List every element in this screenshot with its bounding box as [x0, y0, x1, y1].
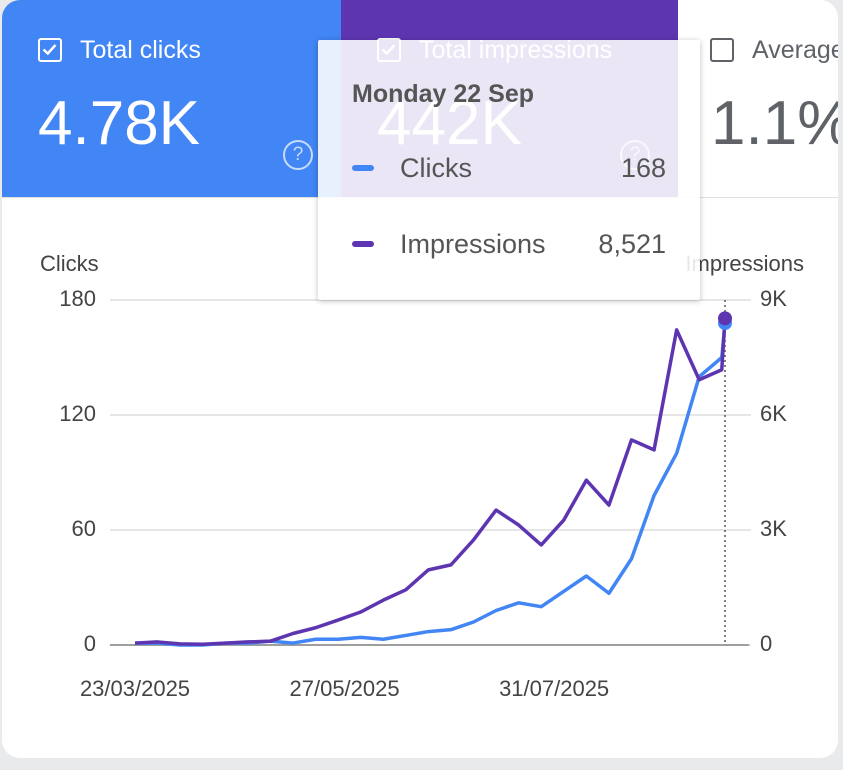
- tooltip-title: Monday 22 Sep: [352, 80, 534, 108]
- tooltip-row: Impressions 8,521: [352, 229, 666, 259]
- metric-label: Average CTR: [752, 36, 838, 64]
- metric-tab[interactable]: Total clicks 4.78K?: [2, 0, 341, 197]
- series-line: [135, 322, 727, 647]
- series-line: [134, 318, 727, 646]
- help-icon[interactable]: ?: [283, 140, 313, 170]
- y2-tick-label: 0: [760, 631, 772, 656]
- metric-tab[interactable]: Average CTR 1.1%: [678, 0, 838, 197]
- x-tick-label: 23/03/2025: [80, 676, 190, 701]
- legend-swatch: [352, 241, 374, 247]
- y-axis-title: Clicks: [40, 251, 99, 276]
- tooltip-value: 168: [620, 153, 666, 183]
- y2-tick-label: 9K: [760, 286, 787, 311]
- metric-label: Total clicks: [80, 36, 201, 64]
- chart: Clicks Impressions 0 60 120 180 0 3K 6K 9K 23/03/2…: [40, 251, 804, 701]
- y-tick-label: 0: [84, 631, 96, 656]
- tooltip: Monday 22 Sep Clicks 168 Impressions 8,521: [318, 40, 700, 300]
- checkbox[interactable]: [38, 38, 62, 62]
- tooltip-row: Clicks 168: [352, 153, 666, 183]
- legend-swatch: [352, 165, 374, 171]
- tooltip-series-name: Clicks: [400, 153, 472, 183]
- metric-value: 4.78K: [38, 89, 201, 158]
- y2-tick-label: 3K: [760, 516, 787, 541]
- hover-point: [718, 311, 732, 326]
- y2-tick-label: 6K: [760, 401, 787, 426]
- y2-axis-title: Impressions: [685, 251, 804, 276]
- tooltip-value: 8,521: [598, 229, 666, 259]
- checkbox[interactable]: [710, 38, 734, 62]
- x-tick-label: 27/05/2025: [290, 676, 400, 701]
- metric-value: 1.1%: [711, 89, 838, 158]
- tooltip-series-name: Impressions: [400, 229, 546, 259]
- check-mark: [42, 44, 57, 56]
- y-tick-label: 60: [72, 516, 96, 541]
- y-tick-label: 120: [59, 401, 96, 426]
- x-tick-label: 31/07/2025: [499, 676, 609, 701]
- y-tick-label: 180: [59, 286, 96, 311]
